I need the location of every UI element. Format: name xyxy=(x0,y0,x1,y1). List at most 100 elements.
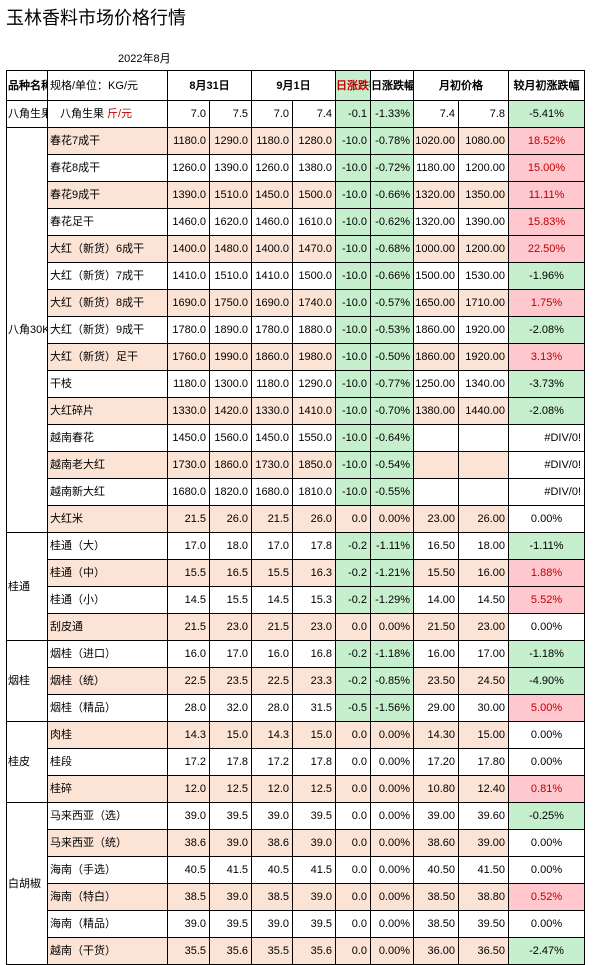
spec-cell: 肉桂 xyxy=(47,721,168,749)
vs-month-pct-cell: 18.52% xyxy=(508,127,586,155)
spec-cell: 马来西亚（统） xyxy=(47,829,168,857)
price-table: 品种名称 规格/单位：KG/元 8月31日 9月1日 日涨跌额 日涨跌幅 月初价… xyxy=(6,70,586,965)
month-start-high xyxy=(458,451,510,479)
price-high-aug31: 1510.0 xyxy=(208,181,253,209)
month-start-low: 7.4 xyxy=(413,100,460,128)
month-start-low: 38.50 xyxy=(413,910,460,938)
price-high-sep1: 1810.0 xyxy=(292,478,337,506)
price-high-sep1: 39.0 xyxy=(292,883,337,911)
page-title: 玉林香料市场价格行情 xyxy=(6,8,186,28)
vs-month-pct-cell: -5.41% xyxy=(508,100,586,128)
month-start-low: 15.50 xyxy=(413,559,460,587)
price-low-aug31: 1450.0 xyxy=(167,424,210,452)
month-start-low: 14.00 xyxy=(413,586,460,614)
vs-month-pct-cell: #DIV/0! xyxy=(508,478,586,506)
table-row: 大红（新货）8成干 1690.0 1750.0 1690.0 1740.0 -10.0 -0… xyxy=(7,289,586,317)
price-low-aug31: 21.5 xyxy=(167,505,210,533)
price-high-aug31: 35.6 xyxy=(208,937,253,965)
table-row: 桂段 17.2 17.8 17.2 17.8 0.0 0.00% 17.20 17.80 0.00… xyxy=(7,748,586,776)
table-row: 越南春花 1450.0 1560.0 1450.0 1550.0 -10.0 -0.64% #… xyxy=(7,424,586,452)
daily-pct-cell: 0.00% xyxy=(370,829,415,857)
price-low-sep1: 1330.0 xyxy=(251,397,294,425)
price-low-aug31: 1180.0 xyxy=(167,127,210,155)
price-high-aug31: 16.5 xyxy=(208,559,253,587)
price-high-sep1: 41.5 xyxy=(292,856,337,884)
month-start-high: 36.50 xyxy=(458,937,510,965)
spec-label: 桂通（大） xyxy=(50,540,105,552)
month-start-low: 1250.00 xyxy=(413,370,460,398)
vs-month-pct-cell: 0.00% xyxy=(508,910,586,938)
daily-pct-cell: 0.00% xyxy=(370,721,415,749)
price-high-sep1: 23.0 xyxy=(292,613,337,641)
spec-cell: 越南（干货） xyxy=(47,937,168,965)
daily-change-cell: -0.2 xyxy=(335,559,372,587)
daily-change-cell: -10.0 xyxy=(335,478,372,506)
spec-cell: 春花足干 xyxy=(47,208,168,236)
spec-label: 海南（精品） xyxy=(50,918,116,930)
daily-pct-cell: -0.78% xyxy=(370,127,415,155)
price-high-aug31: 7.5 xyxy=(208,100,253,128)
price-high-sep1: 1980.0 xyxy=(292,343,337,371)
vs-month-pct-cell: -3.73% xyxy=(508,370,586,398)
spec-label: 春花足干 xyxy=(50,216,94,228)
category-cell: 桂通 xyxy=(6,532,48,641)
daily-pct-cell: 0.00% xyxy=(370,748,415,776)
price-high-sep1: 12.5 xyxy=(292,775,337,803)
spec-cell: 春花9成干 xyxy=(47,181,168,209)
table-row: 桂碎 12.0 12.5 12.0 12.5 0.0 0.00% 10.80 12.40 0.81… xyxy=(7,775,586,803)
daily-change-cell: -0.2 xyxy=(335,640,372,668)
price-low-sep1: 28.0 xyxy=(251,694,294,722)
daily-change-cell: 0.0 xyxy=(335,883,372,911)
spec-label: 桂碎 xyxy=(50,783,72,795)
price-low-aug31: 15.5 xyxy=(167,559,210,587)
spec-label: 烟桂（统） xyxy=(50,675,105,687)
month-start-high: 39.00 xyxy=(458,829,510,857)
spec-cell: 大红（新货）足干 xyxy=(47,343,168,371)
spec-cell: 海南（手选） xyxy=(47,856,168,884)
spec-cell: 干枝 xyxy=(47,370,168,398)
table-row: 春花8成干 1260.0 1390.0 1260.0 1380.0 -10.0 -0.72%… xyxy=(7,154,586,182)
spec-label: 大红（新货）9成干 xyxy=(50,324,145,336)
vs-month-pct-cell: 0.00% xyxy=(508,721,586,749)
spec-cell: 桂段 xyxy=(47,748,168,776)
price-low-sep1: 1400.0 xyxy=(251,235,294,263)
price-low-sep1: 1450.0 xyxy=(251,424,294,452)
daily-pct-cell: -1.29% xyxy=(370,586,415,614)
price-high-sep1: 1610.0 xyxy=(292,208,337,236)
month-start-low: 21.50 xyxy=(413,613,460,641)
price-low-sep1: 1690.0 xyxy=(251,289,294,317)
spec-label: 大红（新货）足干 xyxy=(50,351,138,363)
unit-label: 斤/元 xyxy=(104,108,133,120)
month-start-high: 14.50 xyxy=(458,586,510,614)
spec-cell: 大红（新货）9成干 xyxy=(47,316,168,344)
table-row: 越南（干货） 35.5 35.6 35.5 35.6 0.0 0.00% 36.00 36.50… xyxy=(7,937,586,965)
month-start-high: 26.00 xyxy=(458,505,510,533)
price-high-aug31: 23.5 xyxy=(208,667,253,695)
month-start-low: 23.00 xyxy=(413,505,460,533)
daily-pct-cell: -0.64% xyxy=(370,424,415,452)
spec-label: 马来西亚（统） xyxy=(50,837,127,849)
vs-month-pct-cell: 0.00% xyxy=(508,748,586,776)
daily-change-cell: -10.0 xyxy=(335,208,372,236)
category-cell: 八角30KG xyxy=(6,127,48,533)
month-start-low: 1860.00 xyxy=(413,316,460,344)
table-row: 大红（新货）7成干 1410.0 1510.0 1410.0 1500.0 -10.0 -0… xyxy=(7,262,586,290)
price-high-sep1: 15.3 xyxy=(292,586,337,614)
month-start-low xyxy=(413,451,460,479)
month-start-high: 1920.00 xyxy=(458,343,510,371)
month-start-high: 38.80 xyxy=(458,883,510,911)
spec-label: 马来西亚（选） xyxy=(50,810,127,822)
daily-pct-cell: 0.00% xyxy=(370,937,415,965)
daily-pct-cell: -0.62% xyxy=(370,208,415,236)
spec-label: 越南春花 xyxy=(50,432,94,444)
month-start-low: 36.00 xyxy=(413,937,460,965)
spec-label: 大红（新货）7成干 xyxy=(50,270,145,282)
report-date: 2022年8月 xyxy=(118,53,171,65)
vs-month-pct-cell: -0.25% xyxy=(508,802,586,830)
month-start-high: 1200.00 xyxy=(458,235,510,263)
price-high-aug31: 1990.0 xyxy=(208,343,253,371)
month-start-low: 38.60 xyxy=(413,829,460,857)
daily-pct-cell: -0.66% xyxy=(370,262,415,290)
vs-month-pct-cell: -2.08% xyxy=(508,397,586,425)
spec-label: 肉桂 xyxy=(50,729,72,741)
